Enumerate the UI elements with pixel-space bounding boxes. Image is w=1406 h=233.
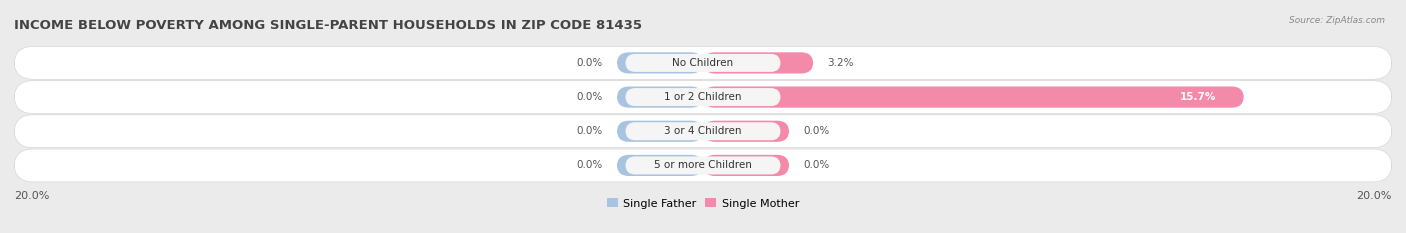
Text: 0.0%: 0.0% <box>576 58 603 68</box>
Text: 0.0%: 0.0% <box>576 126 603 136</box>
FancyBboxPatch shape <box>703 155 789 176</box>
Text: 20.0%: 20.0% <box>14 191 49 201</box>
Text: No Children: No Children <box>672 58 734 68</box>
FancyBboxPatch shape <box>617 121 703 142</box>
Text: 0.0%: 0.0% <box>576 161 603 170</box>
Text: 3.2%: 3.2% <box>827 58 853 68</box>
Text: 5 or more Children: 5 or more Children <box>654 161 752 170</box>
FancyBboxPatch shape <box>617 86 703 108</box>
Text: Source: ZipAtlas.com: Source: ZipAtlas.com <box>1289 16 1385 25</box>
FancyBboxPatch shape <box>617 155 703 176</box>
FancyBboxPatch shape <box>626 88 780 106</box>
Text: 1 or 2 Children: 1 or 2 Children <box>664 92 742 102</box>
FancyBboxPatch shape <box>617 52 703 73</box>
FancyBboxPatch shape <box>626 122 780 140</box>
FancyBboxPatch shape <box>703 52 813 73</box>
Text: INCOME BELOW POVERTY AMONG SINGLE-PARENT HOUSEHOLDS IN ZIP CODE 81435: INCOME BELOW POVERTY AMONG SINGLE-PARENT… <box>14 19 643 32</box>
Text: 15.7%: 15.7% <box>1180 92 1216 102</box>
FancyBboxPatch shape <box>626 156 780 175</box>
FancyBboxPatch shape <box>703 86 1244 108</box>
Text: 0.0%: 0.0% <box>803 126 830 136</box>
FancyBboxPatch shape <box>14 149 1392 182</box>
FancyBboxPatch shape <box>14 47 1392 79</box>
FancyBboxPatch shape <box>14 115 1392 148</box>
Legend: Single Father, Single Mother: Single Father, Single Mother <box>602 194 804 213</box>
FancyBboxPatch shape <box>703 121 789 142</box>
Text: 3 or 4 Children: 3 or 4 Children <box>664 126 742 136</box>
Text: 0.0%: 0.0% <box>576 92 603 102</box>
FancyBboxPatch shape <box>14 81 1392 113</box>
FancyBboxPatch shape <box>626 54 780 72</box>
Text: 20.0%: 20.0% <box>1357 191 1392 201</box>
Text: 0.0%: 0.0% <box>803 161 830 170</box>
